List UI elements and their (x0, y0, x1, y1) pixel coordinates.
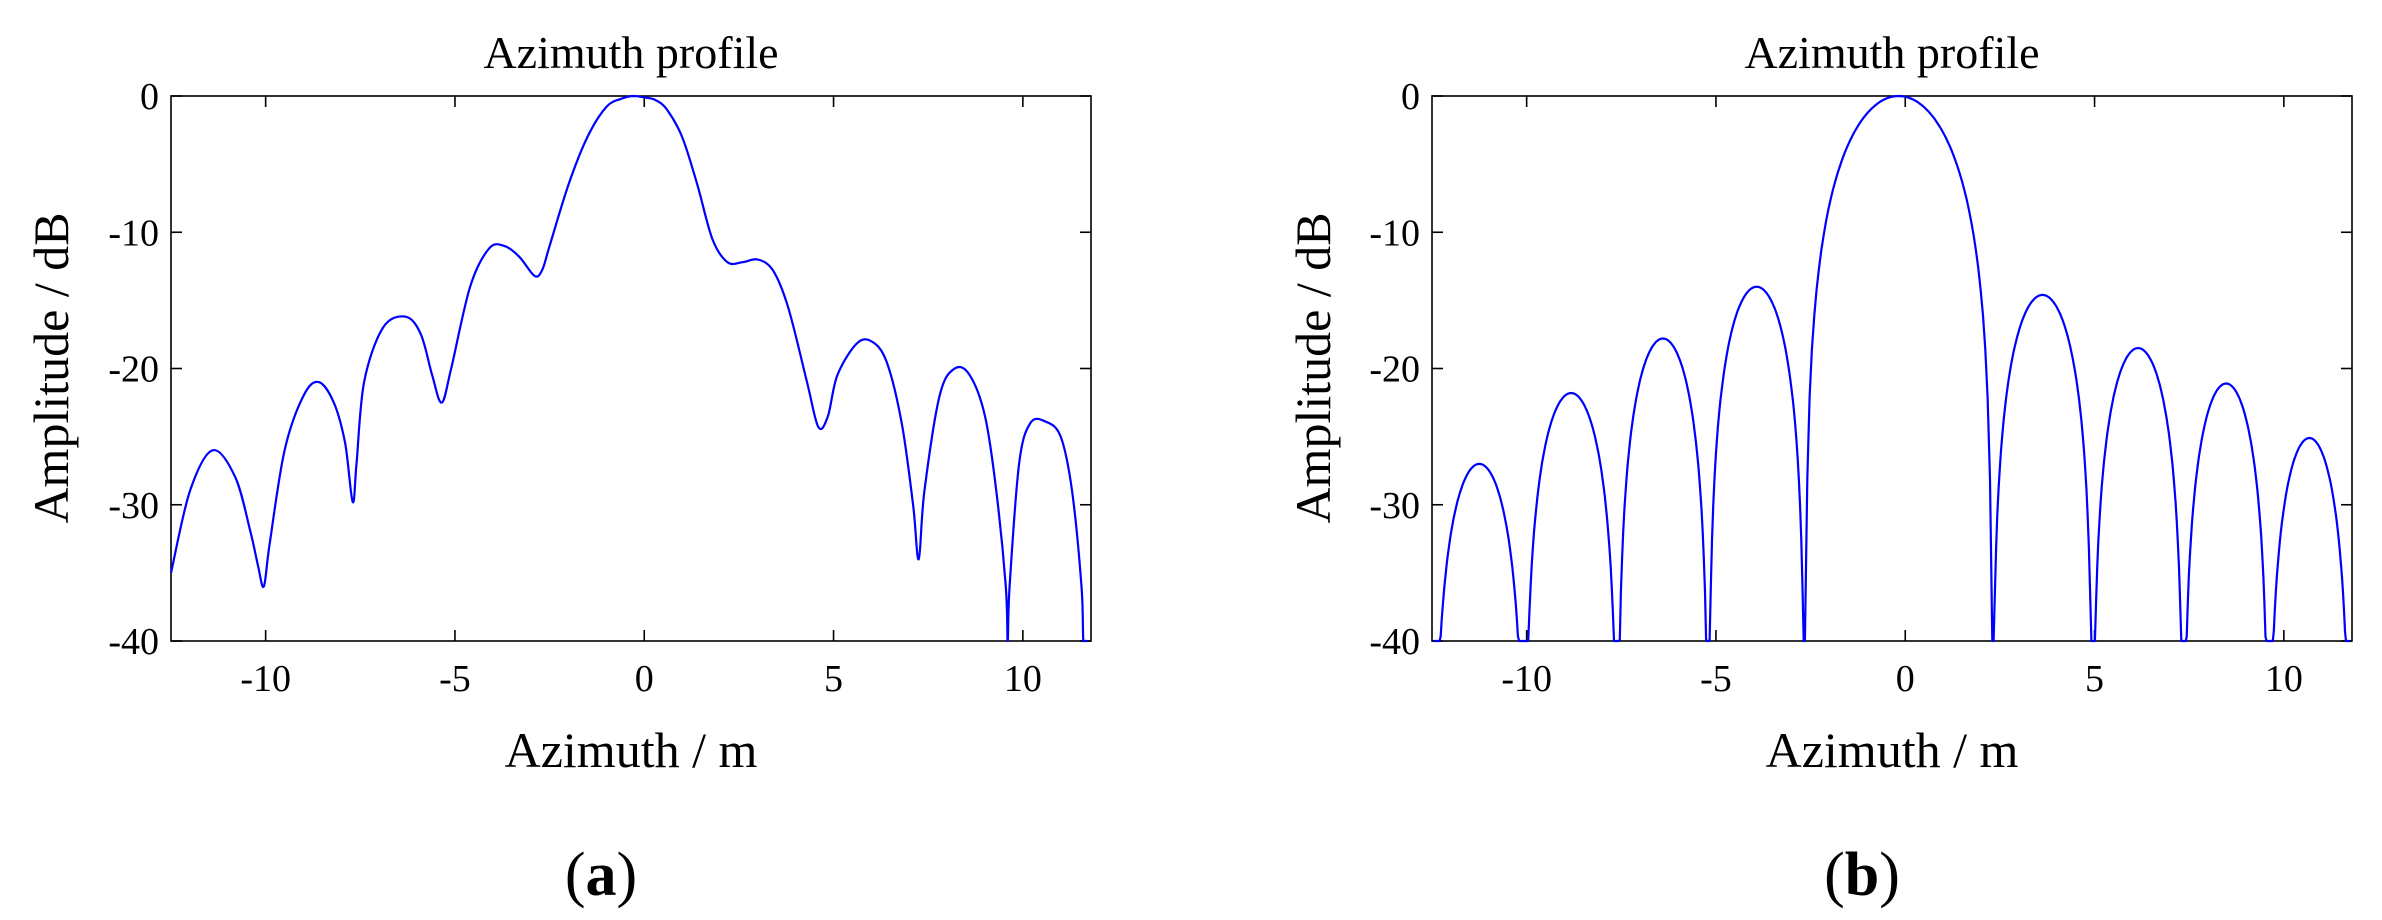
y-tick-label: 0 (1401, 76, 1420, 118)
x-tick-label: 10 (1004, 658, 1042, 700)
y-tick-labels: 0 -10 -20 -30 -40 (108, 76, 159, 663)
x-tick-label: 10 (2265, 658, 2303, 700)
panel-letter: b (1845, 841, 1879, 909)
y-tick-label: -30 (1369, 485, 1420, 527)
plot-frame (1431, 95, 2353, 642)
y-tick-label: -40 (1369, 621, 1420, 663)
x-tick-label: 0 (1896, 658, 1915, 700)
y-tick-label: -10 (108, 212, 159, 254)
x-tick-label: -5 (1700, 658, 1732, 700)
y-tick-label: -20 (108, 349, 159, 391)
x-tick-label: -5 (439, 658, 471, 700)
tick-marks (1432, 95, 2352, 642)
chart-panel-a: Azimuth profile 0-10-20-30-40 -10 -5 0 5 10 … (23, 27, 1092, 909)
x-tick-label: -10 (1501, 658, 1552, 700)
y-tick-label: -40 (108, 621, 159, 663)
chart-title: Azimuth profile (1744, 27, 2039, 78)
series-line (169, 94, 1088, 643)
y-tick-label: -20 (1369, 349, 1420, 391)
chart-title: Azimuth profile (483, 27, 778, 78)
x-tick-label: 0 (635, 658, 654, 700)
chart-panel-b: Azimuth profile 0-10-20-30-40 -10 -5 0 5 10 … (1285, 27, 2353, 909)
panel-label: (a) (565, 841, 637, 909)
x-axis-label: Azimuth / m (505, 722, 758, 778)
y-tick-labels: 0 -10 -20 -30 -40 (1369, 76, 1420, 663)
y-tick-label: -10 (1369, 212, 1420, 254)
x-axis-label: Azimuth / m (1766, 722, 2019, 778)
x-tick-labels: -10 -5 0 5 10 (240, 658, 1042, 700)
y-axis-label: Amplitude / dB (1285, 212, 1341, 523)
y-tick-label: 0 (140, 76, 159, 118)
y-axis-label: Amplitude / dB (23, 212, 79, 523)
series-line (1433, 94, 2351, 643)
panel-letter: a (586, 841, 617, 909)
x-tick-label: -10 (240, 658, 291, 700)
x-tick-label: 5 (824, 658, 843, 700)
x-tick-labels: -10 -5 0 5 10 (1501, 658, 2303, 700)
x-tick-label: 5 (2085, 658, 2104, 700)
panel-label: (b) (1824, 841, 1900, 909)
y-tick-label: -30 (108, 485, 159, 527)
